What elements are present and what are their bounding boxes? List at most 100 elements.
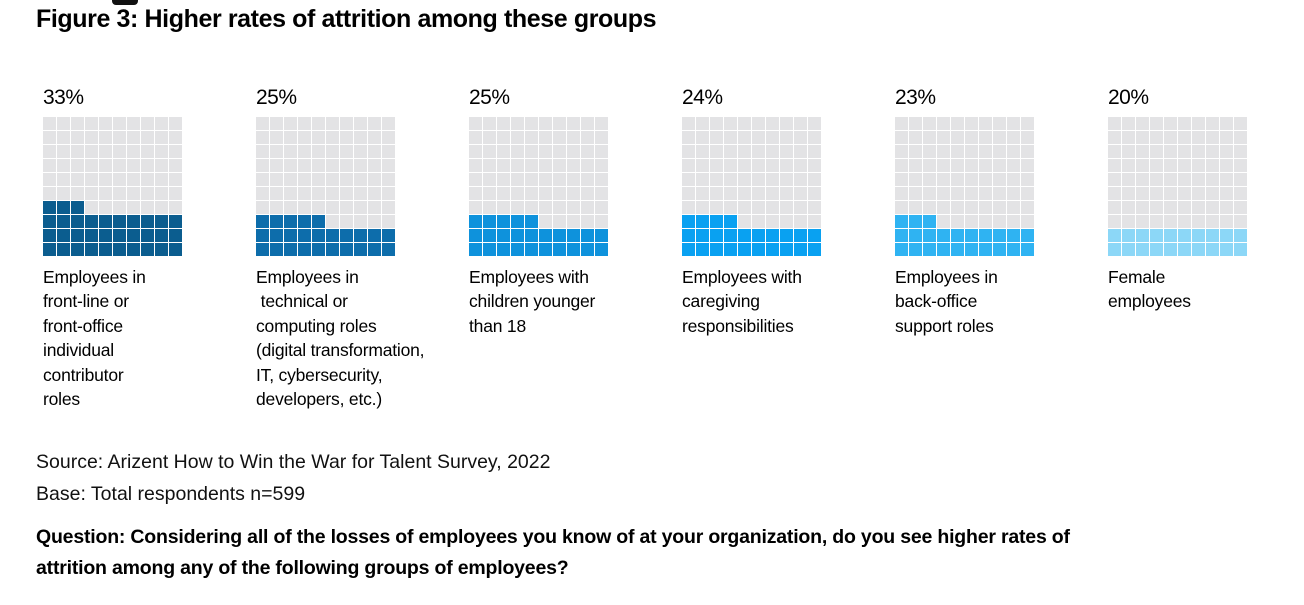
- waffle-cell: [469, 117, 482, 130]
- waffle-cell: [937, 187, 950, 200]
- waffle-cell: [155, 201, 168, 214]
- waffle-cell: [469, 243, 482, 256]
- waffle-cell: [354, 117, 367, 130]
- waffle-cell: [1007, 173, 1020, 186]
- waffle-cell: [794, 131, 807, 144]
- waffle-cell: [696, 173, 709, 186]
- waffle-cell: [808, 229, 821, 242]
- waffle-cell: [696, 187, 709, 200]
- waffle-cell: [340, 243, 353, 256]
- waffle-cell: [1164, 131, 1177, 144]
- waffle-cell: [284, 243, 297, 256]
- waffle-cell: [1192, 243, 1205, 256]
- waffle-cell: [581, 173, 594, 186]
- waffle-cell: [1178, 215, 1191, 228]
- waffle-cell: [469, 145, 482, 158]
- waffle-cell: [1136, 243, 1149, 256]
- waffle-cell: [1122, 131, 1135, 144]
- waffle-cell: [169, 117, 182, 130]
- waffle-cell: [696, 117, 709, 130]
- waffle-cell: [1234, 243, 1247, 256]
- waffle-cell: [979, 229, 992, 242]
- waffle-cell: [724, 173, 737, 186]
- waffle-cell: [71, 215, 84, 228]
- waffle-cell: [525, 159, 538, 172]
- waffle-cell: [1108, 131, 1121, 144]
- percent-label: 20%: [1108, 86, 1149, 109]
- waffle-cell: [511, 131, 524, 144]
- waffle-cell: [752, 117, 765, 130]
- waffle-cell: [127, 145, 140, 158]
- waffle-cell: [909, 187, 922, 200]
- waffle-cell: [1007, 187, 1020, 200]
- waffle-cell: [738, 117, 751, 130]
- waffle-grid: [469, 117, 608, 256]
- waffle-cell: [1136, 215, 1149, 228]
- waffle-cell: [483, 131, 496, 144]
- waffle-cell: [724, 215, 737, 228]
- waffle-cell: [993, 173, 1006, 186]
- waffle-cell: [270, 229, 283, 242]
- waffle-cell: [738, 145, 751, 158]
- percent-label: 23%: [895, 86, 936, 109]
- waffle-cell: [368, 117, 381, 130]
- waffle-cell: [354, 201, 367, 214]
- waffle-cell: [256, 229, 269, 242]
- waffle-cell: [553, 243, 566, 256]
- waffle-cell: [581, 131, 594, 144]
- waffle-cell: [99, 243, 112, 256]
- waffle-cell: [270, 173, 283, 186]
- waffle-cell: [937, 243, 950, 256]
- waffle-cell: [895, 159, 908, 172]
- waffle-cell: [780, 215, 793, 228]
- waffle-cell: [298, 243, 311, 256]
- waffle-cell: [326, 131, 339, 144]
- waffle-cell: [525, 243, 538, 256]
- waffle-cell: [1122, 159, 1135, 172]
- waffle-cell: [553, 187, 566, 200]
- percent-label: 33%: [43, 86, 84, 109]
- waffle-cell: [326, 243, 339, 256]
- waffle-cell: [951, 215, 964, 228]
- waffle-cell: [1192, 145, 1205, 158]
- waffle-cell: [951, 229, 964, 242]
- waffle-cell: [85, 229, 98, 242]
- waffle-cell: [113, 201, 126, 214]
- waffle-cell: [979, 243, 992, 256]
- waffle-cell: [724, 131, 737, 144]
- waffle-cell: [567, 187, 580, 200]
- waffle-cell: [340, 145, 353, 158]
- waffle-cell: [724, 229, 737, 242]
- waffle-cell: [127, 187, 140, 200]
- waffle-cell: [794, 201, 807, 214]
- waffle-cell: [326, 201, 339, 214]
- waffle-cell: [511, 201, 524, 214]
- waffle-cell: [99, 215, 112, 228]
- waffle-cell: [1234, 215, 1247, 228]
- waffle-cell: [965, 173, 978, 186]
- waffle-cell: [738, 229, 751, 242]
- waffle-cell: [595, 243, 608, 256]
- waffle-cell: [738, 201, 751, 214]
- waffle-cell: [1136, 229, 1149, 242]
- waffle-cell: [284, 159, 297, 172]
- waffle-cell: [1220, 145, 1233, 158]
- waffle-cell: [497, 201, 510, 214]
- waffle-cell: [483, 201, 496, 214]
- waffle-cell: [469, 187, 482, 200]
- waffle-cell: [581, 145, 594, 158]
- waffle-cell: [895, 243, 908, 256]
- waffle-cell: [780, 243, 793, 256]
- waffle-cell: [752, 229, 765, 242]
- waffle-cell: [553, 145, 566, 158]
- waffle-cell: [1192, 131, 1205, 144]
- waffle-cell: [1136, 131, 1149, 144]
- waffle-cell: [113, 215, 126, 228]
- question-text: Question: Considering all of the losses …: [36, 526, 1070, 579]
- waffle-cell: [682, 229, 695, 242]
- waffle-cell: [766, 229, 779, 242]
- waffle-cell: [99, 201, 112, 214]
- waffle-cell: [43, 229, 56, 242]
- waffle-cell: [567, 117, 580, 130]
